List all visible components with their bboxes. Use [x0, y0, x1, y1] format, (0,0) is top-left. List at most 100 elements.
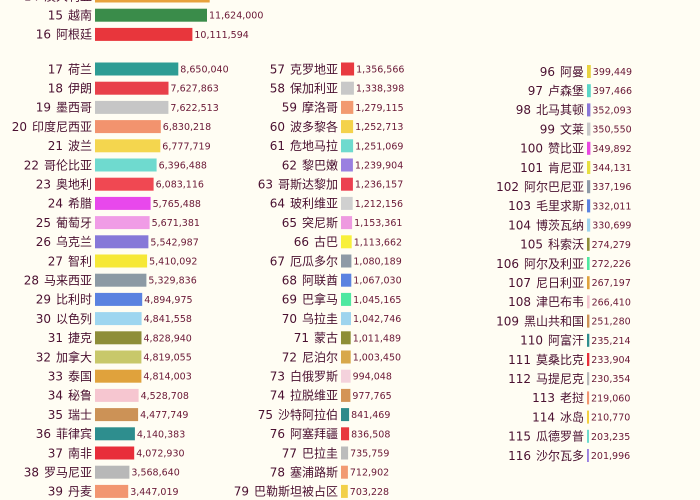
rank-label: 73 — [270, 370, 285, 384]
rank-label: 110 — [520, 334, 543, 348]
bar — [95, 312, 142, 326]
country-label: 越南 — [68, 8, 92, 23]
rank-label: 112 — [508, 372, 531, 386]
rank-label: 18 — [48, 82, 63, 96]
value-label: 6,777,719 — [162, 141, 210, 152]
rank-label: 17 — [48, 62, 63, 76]
bar-label: 99 文莱 — [540, 121, 584, 136]
rank-label: 104 — [508, 218, 531, 232]
bar-label: 112 马提尼克 — [508, 371, 584, 386]
bar — [341, 427, 350, 441]
rank-label: 58 — [270, 82, 285, 96]
bar-label: 31 捷克 — [48, 331, 92, 345]
country-label: 波多黎各 — [290, 119, 338, 134]
value-label: 5,410,092 — [149, 257, 197, 268]
rank-label: 57 — [270, 62, 285, 76]
bar-label: 70 乌拉圭 — [282, 311, 338, 326]
bar-label: 74 拉脱维亚 — [270, 388, 338, 403]
country-label: 黑山共和国 — [524, 314, 584, 328]
bar — [341, 254, 352, 268]
bar — [95, 235, 149, 249]
bar-column-3: 57 克罗地亚 1,356,566 58 保加利亚 1,338,398 59 摩洛哥 1,279… — [234, 62, 405, 498]
rank-label: 106 — [496, 257, 519, 271]
value-label: 4,814,003 — [143, 372, 191, 383]
bar-label: 111 莫桑比克 — [508, 353, 584, 367]
bar — [95, 216, 150, 230]
bar-label: 68 阿联酋 — [282, 273, 338, 288]
country-label: 菲律宾 — [56, 426, 92, 441]
bar-label: 57 克罗地亚 — [270, 62, 338, 76]
country-label: 阿联酋 — [302, 273, 338, 288]
country-label: 马提尼克 — [536, 371, 584, 386]
rank-label: 116 — [508, 449, 531, 463]
rank-label: 103 — [508, 199, 531, 213]
rank-label: 15 — [48, 9, 63, 23]
bar-label: 78 塞浦路斯 — [270, 465, 338, 480]
country-label: 白俄罗斯 — [290, 369, 338, 384]
bar — [341, 196, 353, 210]
bar — [587, 391, 590, 405]
country-label: 以色列 — [56, 312, 92, 326]
bar-label: 60 波多黎各 — [270, 119, 338, 134]
rank-label: 115 — [508, 430, 531, 444]
country-label: 突尼斯 — [302, 215, 338, 230]
country-label: 阿尔及利亚 — [524, 256, 584, 271]
bar-label: 73 白俄罗斯 — [270, 369, 338, 384]
bar-label: 79 巴勒斯坦被占区 — [234, 484, 338, 499]
value-label: 1,212,156 — [355, 199, 403, 210]
value-label: 352,093 — [592, 105, 631, 116]
rank-label: 114 — [532, 410, 555, 424]
country-label: 赞比亚 — [548, 142, 584, 156]
bar — [341, 62, 355, 76]
bar — [587, 141, 591, 155]
country-label: 博茨瓦纳 — [536, 217, 584, 232]
bar-label: 100 赞比亚 — [520, 142, 584, 156]
bar-label: 27 智利 — [48, 253, 92, 268]
rank-label: 76 — [270, 427, 285, 441]
value-label: 5,329,836 — [148, 276, 196, 287]
value-label: 4,528,708 — [141, 391, 189, 402]
bar-label: 18 伊朗 — [48, 82, 92, 96]
value-label: 1,236,157 — [355, 180, 403, 191]
rank-label: 14 — [24, 0, 39, 3]
country-label: 巴拿马 — [302, 292, 338, 307]
country-label: 蒙古 — [314, 330, 338, 345]
country-label: 波兰 — [68, 139, 92, 153]
country-label: 文莱 — [560, 121, 584, 136]
rank-label: 28 — [24, 274, 39, 288]
bar — [587, 218, 591, 232]
bar — [341, 177, 353, 191]
country-label: 肯尼亚 — [548, 161, 584, 175]
bar-label: 17 荷兰 — [48, 62, 92, 76]
country-label: 尼日利亚 — [536, 276, 584, 290]
bar — [587, 353, 590, 366]
country-label: 比利时 — [56, 293, 92, 307]
bar — [341, 120, 354, 134]
value-label: 272,226 — [592, 259, 631, 270]
rank-label: 62 — [282, 158, 297, 172]
bar — [341, 408, 350, 422]
bar — [95, 331, 142, 345]
country-label: 巴拉圭 — [302, 445, 338, 460]
value-label: 10,111,594 — [194, 30, 248, 41]
bar — [341, 139, 354, 153]
bar — [341, 388, 351, 402]
rank-label: 30 — [36, 312, 51, 326]
bar-label: 28 马来西亚 — [24, 274, 92, 288]
value-label: 267,197 — [592, 278, 631, 289]
rank-label: 21 — [48, 139, 63, 153]
country-label: 丹麦 — [68, 485, 92, 499]
country-label: 沙特阿拉伯 — [278, 407, 338, 422]
rank-label: 38 — [24, 466, 39, 480]
bar-label: 67 厄瓜多尔 — [270, 253, 338, 268]
bar-label: 58 保加利亚 — [270, 82, 338, 96]
value-label: 4,819,055 — [143, 353, 191, 364]
country-label: 墨西哥 — [56, 101, 92, 115]
bar — [587, 161, 591, 174]
rank-label: 63 — [258, 178, 273, 192]
value-label: 1,045,165 — [353, 295, 401, 306]
bar — [587, 180, 591, 194]
bar-label: 62 黎巴嫩 — [282, 158, 338, 172]
bar-label: 63 哥斯达黎加 — [258, 178, 338, 192]
rank-label: 61 — [270, 139, 285, 153]
